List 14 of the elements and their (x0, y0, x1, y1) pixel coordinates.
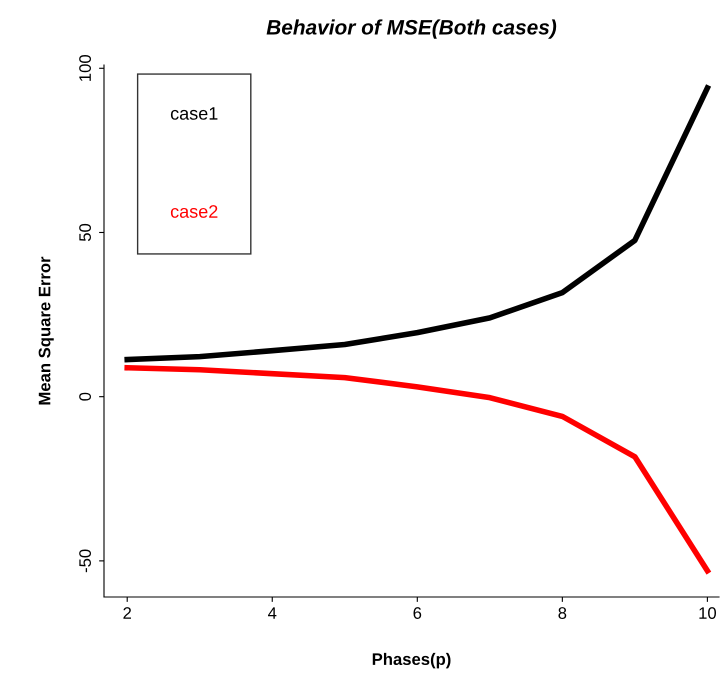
chart-title: Behavior of MSE(Both cases) (266, 19, 556, 39)
text: case2 (170, 205, 218, 218)
text: case1 (170, 107, 218, 120)
x-tick-label: 4 (268, 607, 276, 619)
y-tick-label: 0 (79, 392, 91, 401)
x-tick-label: 2 (123, 607, 132, 619)
y-tick-label: -50 (79, 549, 91, 572)
x-tick-label: 6 (414, 607, 422, 619)
x-axis-title: Phases(p) (372, 652, 450, 668)
x-tick-label: 8 (558, 607, 566, 619)
x-tick-label: 10 (699, 607, 716, 619)
y-axis-title: Mean Square Error (38, 256, 54, 404)
y-tick-label: 50 (79, 224, 91, 242)
y-tick-label: 100 (79, 55, 91, 81)
